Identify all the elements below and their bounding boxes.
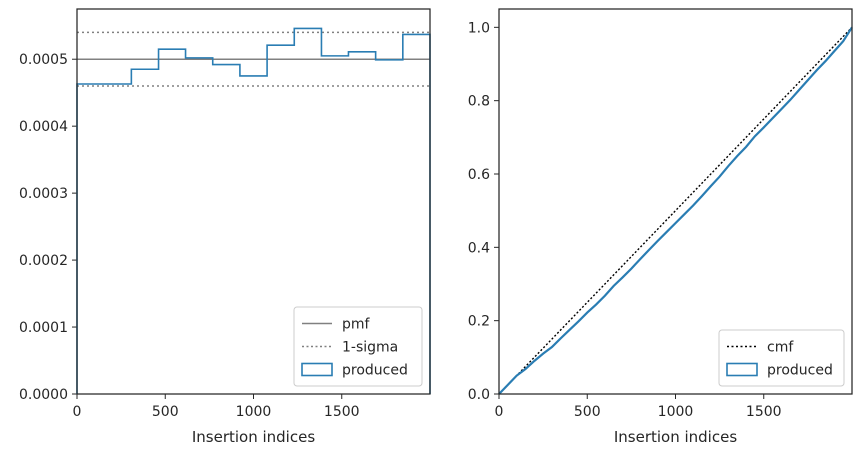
legend-label: pmf [342, 317, 371, 333]
y-tick-label: 0.0002 [19, 253, 68, 269]
x-tick-label: 1500 [324, 404, 360, 420]
x-tick-label: 1500 [746, 404, 782, 420]
x-axis-title: Insertion indices [614, 428, 737, 446]
y-tick-label: 0.0 [468, 387, 490, 403]
cmf-line [498, 26, 853, 395]
x-axis-title: Insertion indices [192, 428, 315, 446]
legend-label: 1-sigma [342, 340, 398, 356]
y-tick-label: 0.0001 [19, 320, 68, 336]
y-tick-label: 0.0003 [19, 186, 68, 202]
x-tick-label: 1000 [236, 404, 272, 420]
y-tick-label: 0.8 [468, 94, 490, 110]
legend-box [718, 329, 845, 387]
axes-frame [498, 8, 853, 395]
y-tick-label: 0.2 [468, 314, 490, 330]
y-tick-label: 0.6 [468, 167, 490, 183]
legend: pmf 1-sigma produced [293, 306, 423, 387]
produced-cumulative-line [498, 26, 853, 395]
histogram-produced [76, 27, 431, 394]
x-tick-label: 500 [574, 404, 601, 420]
legend-box [293, 306, 423, 387]
y-tick-label: 0.0000 [19, 387, 68, 403]
x-tick-label: 1000 [658, 404, 694, 420]
y-tick-label: 0.0004 [19, 119, 68, 135]
right-chart-cmf: 0 500 1000 1500 0.0 0.2 0.4 0.6 0.8 1.0 Insertion … [468, 8, 853, 446]
x-tick-label: 0 [73, 404, 82, 420]
legend-label: produced [342, 363, 408, 379]
axes-frame [76, 8, 431, 395]
x-tick-label: 500 [152, 404, 179, 420]
legend-label: cmf [767, 340, 794, 356]
left-chart-pmf: 0 500 1000 1500 0.0000 0.0001 0.0002 0.0003 0.00… [19, 8, 431, 446]
legend-key-produced [301, 362, 333, 377]
y-tick-label: 1.0 [468, 20, 490, 36]
legend-key-produced [726, 362, 758, 377]
y-tick-label: 0.0005 [19, 52, 68, 68]
legend: cmf produced [718, 329, 845, 387]
y-tick-label: 0.4 [468, 240, 490, 256]
legend-label: produced [767, 363, 833, 379]
x-tick-label: 0 [495, 404, 504, 420]
